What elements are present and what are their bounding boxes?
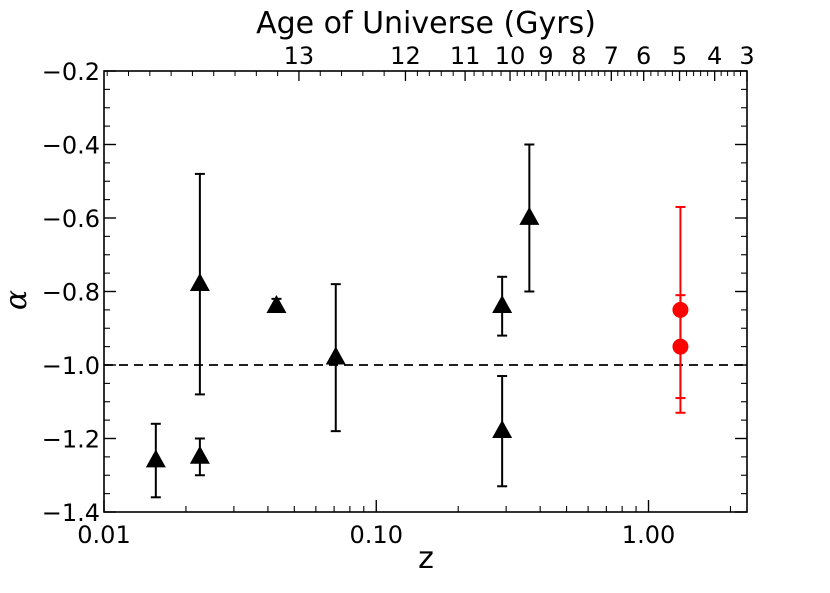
y-tick-label: −0.4: [42, 132, 100, 160]
plot-frame: [103, 70, 748, 513]
top-tick-label: 11: [450, 42, 481, 70]
y-tick-label: −1.4: [42, 499, 100, 527]
top-tick-label: 12: [390, 42, 421, 70]
data-point-triangle: [492, 419, 513, 438]
data-layer: [145, 143, 689, 499]
y-tick-label: −1.0: [42, 352, 100, 380]
top-tick-label: 13: [284, 42, 315, 70]
data-point-triangle: [189, 272, 210, 291]
x-tick-label: 0.01: [77, 521, 130, 549]
y-axis-label: α: [0, 290, 34, 310]
data-point-circle: [672, 338, 689, 355]
data-point-triangle: [266, 295, 287, 314]
top-tick-label: 7: [604, 42, 619, 70]
data-point-triangle: [492, 295, 513, 314]
top-tick-label: 3: [739, 42, 754, 70]
y-tick-label: −0.6: [42, 205, 100, 233]
tick-labels-layer: −0.2 −0.4 −0.6 −0.8 −1.0 −1.2 −1.40.01 0.10 1.00…: [42, 42, 755, 549]
data-point-triangle: [189, 445, 210, 464]
top-tick-label: 8: [571, 42, 586, 70]
data-point-triangle: [145, 449, 166, 468]
top-tick-label: 6: [636, 42, 651, 70]
top-tick-label: 5: [672, 42, 687, 70]
data-point-triangle: [325, 346, 346, 365]
x-axis-label: z: [418, 541, 434, 576]
data-point-triangle: [519, 206, 540, 225]
top-tick-label: 9: [538, 42, 553, 70]
y-tick-label: −0.8: [42, 279, 100, 307]
top-tick-label: 4: [707, 42, 722, 70]
top-axis-title: Age of Universe (Gyrs): [256, 6, 596, 41]
x-tick-label: 1.00: [622, 521, 675, 549]
top-tick-label: 10: [495, 42, 526, 70]
y-tick-label: −1.2: [42, 426, 100, 454]
x-tick-label: 0.10: [350, 521, 403, 549]
y-tick-label: −0.2: [42, 58, 100, 86]
